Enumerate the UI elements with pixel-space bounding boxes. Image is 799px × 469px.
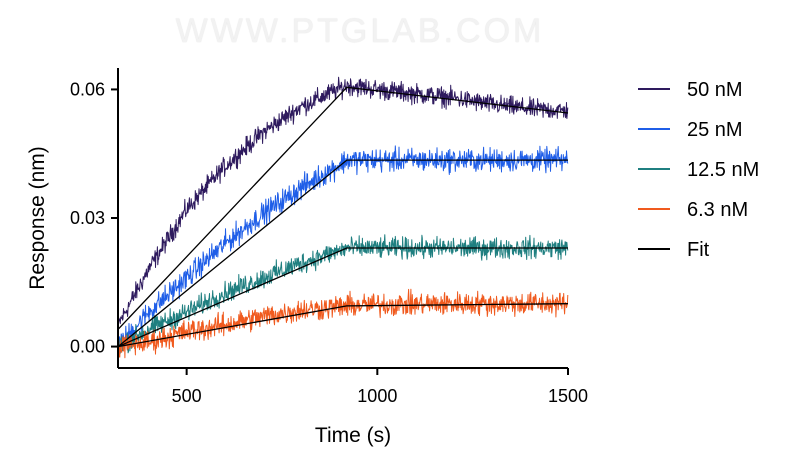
fit-line-3	[117, 247, 568, 348]
y-tick-label: 0.06	[70, 79, 105, 99]
legend-label: 25 nM	[687, 119, 743, 141]
fit-line-1	[117, 86, 569, 330]
x-tick-label: 500	[172, 386, 202, 406]
legend-label: Fit	[687, 239, 710, 261]
fit-line-4	[117, 303, 569, 348]
watermark: WWW.PTGLAB.COM	[175, 12, 545, 50]
plot-area	[117, 76, 569, 359]
x-tick-label: 1000	[357, 386, 397, 406]
series-line-2	[117, 145, 569, 355]
y-tick-label: 0.03	[70, 208, 105, 228]
y-tick-label: 0.00	[70, 337, 105, 357]
series-line-1	[117, 76, 569, 325]
series-line-3	[117, 234, 569, 354]
x-tick-label: 1500	[548, 386, 588, 406]
legend-label: 50 nM	[687, 79, 743, 101]
series-line-4	[117, 288, 569, 359]
x-axis-label: Time (s)	[315, 424, 391, 447]
legend-label: 12.5 nM	[687, 159, 759, 181]
legend-label: 6.3 nM	[687, 199, 748, 221]
y-axis-label: Response (nm)	[26, 146, 49, 290]
fit-line-2	[117, 159, 568, 348]
